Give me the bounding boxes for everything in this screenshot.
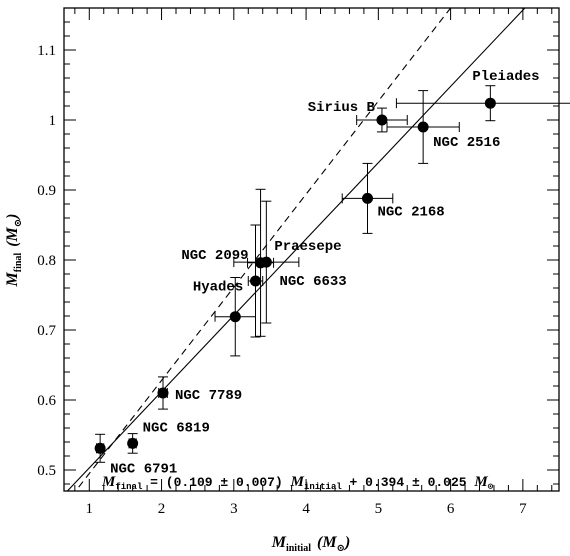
fit-lines [66,8,526,491]
point-marker [249,275,261,287]
point-marker [157,387,169,399]
data-point [341,162,394,234]
point-labels: NGC 6791 NGC 6819 NGC 7789 Hyades NGC 6633 NG… [110,69,539,477]
point-label: NGC 2168 [378,204,445,220]
point-label: NGC 7789 [175,388,242,404]
y-tick-label: 1 [49,113,57,129]
x-tick-label: 1 [86,501,94,517]
fit-line-solid [66,8,526,491]
point-label: NGC 6633 [279,274,346,290]
y-tick-label: 0.7 [37,323,56,339]
point-marker [362,192,374,204]
point-marker [127,437,139,449]
axis-tick-labels: 1 2 3 4 5 6 7 0.5 0.6 0.7 0.8 0.9 1 1.1 [37,43,527,517]
axis-ticks [64,7,559,491]
y-tick-label: 0.6 [37,393,56,409]
x-tick-label: 3 [230,501,238,517]
plot-frame [63,7,560,492]
y-axis-label: Mfinal(M⊙) [4,214,24,288]
data-point [247,224,264,338]
point-marker [94,442,106,454]
point-label: Hyades [193,280,243,296]
point-marker [229,311,241,323]
x-axis-label: Minitial (M⊙) [271,534,351,554]
point-label: Sirius B [308,100,376,116]
point-label: Praesepe [274,239,341,255]
data-point [386,90,460,164]
data-point [395,85,570,122]
point-label: NGC 2516 [433,135,500,151]
y-tick-label: 0.9 [37,183,56,199]
data-point [157,376,169,410]
point-label: NGC 2099 [181,248,248,264]
x-tick-label: 2 [158,501,166,517]
fit-equation: Mfinal = (0.109 ± 0.007) Minitial + 0.39… [101,474,494,492]
point-label: NGC 6819 [143,420,210,436]
y-tick-label: 0.8 [37,253,56,269]
data-point [356,107,408,133]
fit-line-dashed [75,8,452,491]
data-point [233,200,300,324]
x-tick-label: 5 [375,501,383,517]
x-tick-label: 7 [519,501,527,517]
point-marker [417,121,429,133]
y-tick-label: 0.5 [37,463,56,479]
point-label: NGC 6791 [110,461,177,477]
x-tick-label: 4 [302,501,310,517]
y-tick-label: 1.1 [37,43,56,59]
point-marker [376,114,388,126]
data-point [94,433,106,463]
point-label: Pleiades [472,69,539,85]
data-point [127,433,139,454]
data-point [214,277,256,357]
data-points [94,85,570,463]
point-marker [484,97,496,109]
x-tick-label: 6 [447,501,455,517]
point-marker [260,256,272,268]
